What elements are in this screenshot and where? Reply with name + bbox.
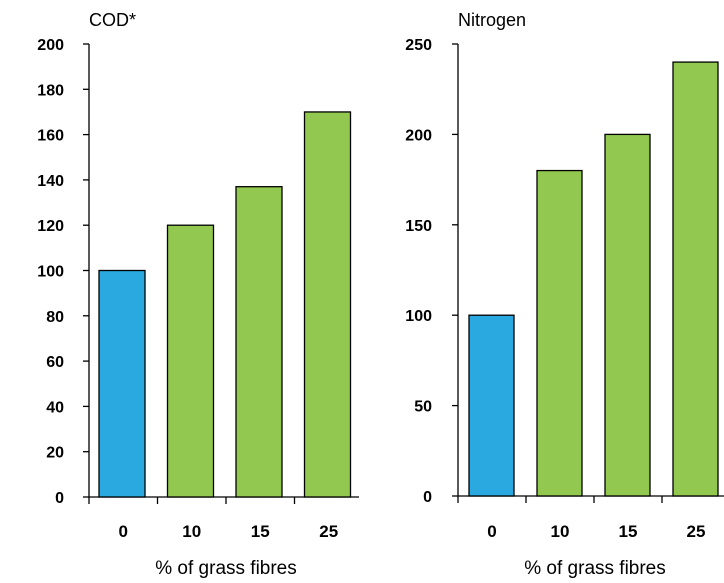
cod-y-tick-label: 60 — [46, 354, 64, 371]
cod-y-tick-label: 180 — [37, 82, 64, 99]
nitrogen-x-tick-label: 0 — [487, 522, 496, 541]
cod-y-tick-label: 120 — [37, 218, 64, 235]
cod-y-tick-label: 140 — [37, 173, 64, 190]
nitrogen-bar-10 — [536, 169, 583, 497]
cod-y-tick-label: 160 — [37, 128, 64, 145]
cod-y-tick-label: 100 — [37, 264, 64, 281]
cod-y-tick-label: 0 — [55, 490, 64, 507]
nitrogen-y-tick-label: 150 — [405, 218, 432, 235]
nitrogen-x-tick-label: 15 — [619, 522, 638, 541]
cod-x-tick-label: 10 — [182, 522, 201, 541]
nitrogen-y-tick-label: 50 — [414, 399, 432, 416]
cod-bar-15 — [235, 186, 283, 498]
nitrogen-y-tick-label: 250 — [405, 37, 432, 54]
cod-bar-25 — [303, 111, 352, 498]
cod-chart-panel: COD* 0 20 40 60 80 100 120 140 160 180 200 0 10 15 25 % … — [37, 10, 359, 579]
nitrogen-bar-25 — [672, 61, 719, 497]
cod-bar-10 — [166, 224, 215, 498]
cod-x-tick-label: 0 — [119, 522, 128, 541]
nitrogen-x-axis-title: % of grass fibres — [524, 558, 666, 579]
nitrogen-y-tick-label: 0 — [423, 489, 432, 506]
nitrogen-x-tick-label: 10 — [551, 522, 570, 541]
cod-bar-0 — [98, 269, 146, 498]
nitrogen-y-tick-label: 200 — [405, 127, 432, 144]
nitrogen-bar-15 — [604, 133, 651, 497]
cod-x-axis-title: % of grass fibres — [155, 558, 297, 579]
cod-x-tick-label: 15 — [251, 522, 270, 541]
nitrogen-bar-0 — [468, 314, 515, 497]
cod-x-tick-label: 25 — [319, 522, 338, 541]
cod-y-tick-label: 40 — [46, 399, 64, 416]
nitrogen-y-tick-label: 100 — [405, 308, 432, 325]
nitrogen-x-tick-label: 25 — [687, 522, 706, 541]
nitrogen-chart-panel: Nitrogen 0 50 100 150 200 250 0 10 15 25 % of grass… — [405, 10, 724, 579]
cod-y-tick-label: 20 — [46, 445, 64, 462]
cod-y-tick-label: 80 — [46, 309, 64, 326]
cod-chart-title: COD* — [89, 10, 136, 30]
cod-y-tick-label: 200 — [37, 37, 64, 54]
nitrogen-chart-title: Nitrogen — [458, 10, 526, 30]
